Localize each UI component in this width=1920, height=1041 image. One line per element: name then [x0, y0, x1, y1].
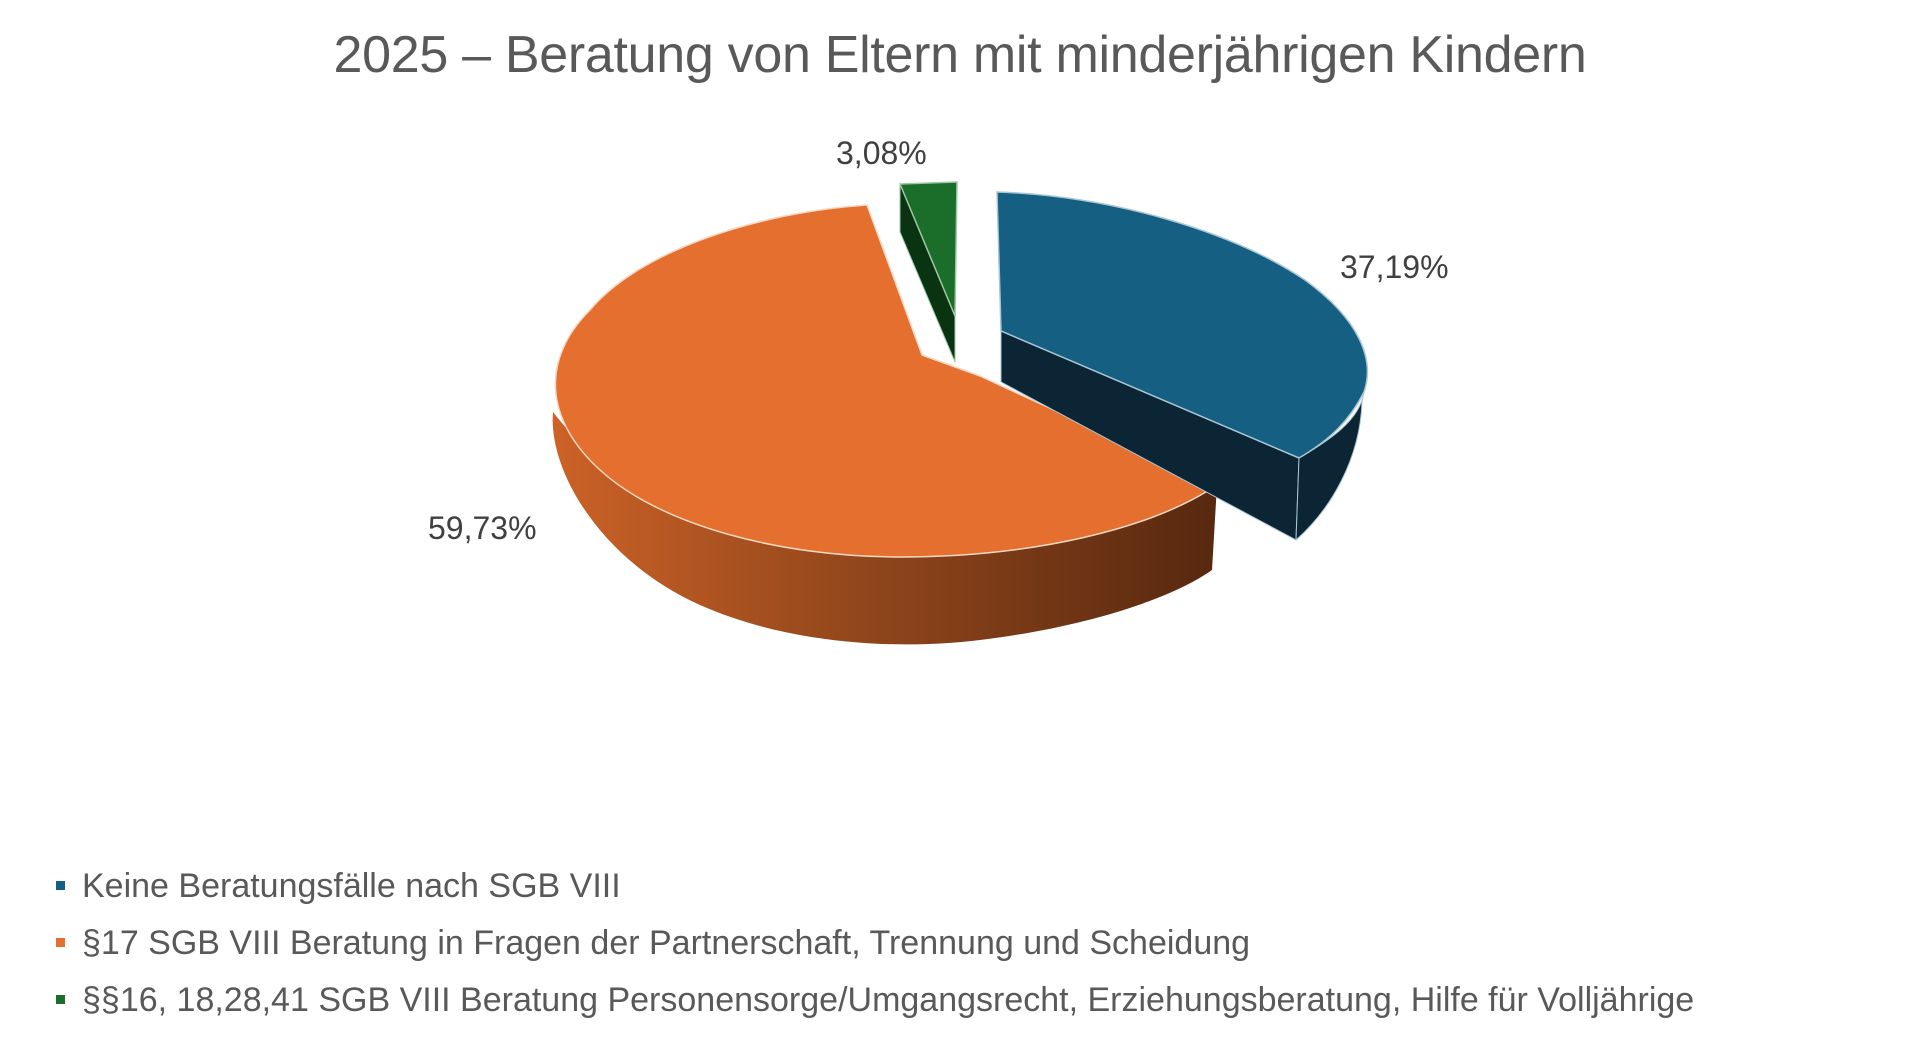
data-label-green: 3,08% — [836, 135, 927, 171]
legend-item-green[interactable]: §§16, 18,28,41 SGB VIII Beratung Persone… — [56, 971, 1694, 1028]
pie-slice-blue[interactable] — [996, 191, 1369, 542]
legend-item-orange[interactable]: §17 SGB VIII Beratung in Fragen der Part… — [56, 914, 1694, 971]
data-label-orange: 59,73% — [428, 510, 537, 546]
legend-item-blue[interactable]: Keine Beratungsfälle nach SGB VIII — [56, 857, 1694, 914]
legend-marker-blue-icon — [56, 881, 65, 890]
legend-marker-green-icon — [56, 995, 65, 1004]
chart-legend: Keine Beratungsfälle nach SGB VIII §17 S… — [56, 857, 1694, 1028]
legend-label: Keine Beratungsfälle nach SGB VIII — [82, 866, 621, 905]
legend-label: §17 SGB VIII Beratung in Fragen der Part… — [82, 923, 1251, 962]
chart-title: 2025 – Beratung von Eltern mit minderjäh… — [333, 26, 1587, 84]
pie-slice-orange[interactable] — [552, 204, 1219, 645]
data-label-blue: 37,19% — [1340, 249, 1449, 285]
legend-label: §§16, 18,28,41 SGB VIII Beratung Persone… — [82, 980, 1695, 1019]
legend-marker-orange-icon — [56, 938, 65, 947]
pie-slice-green[interactable] — [898, 181, 958, 363]
